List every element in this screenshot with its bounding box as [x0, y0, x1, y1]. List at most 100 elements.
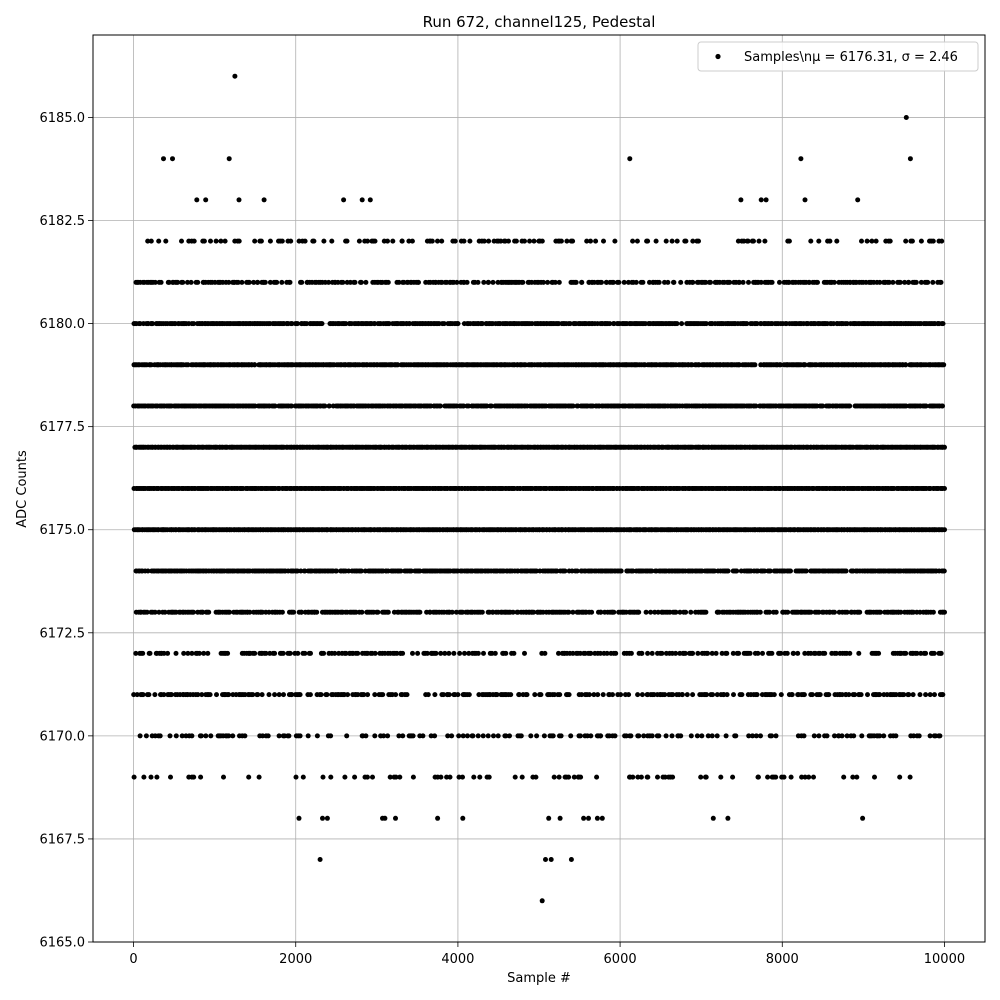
data-point [189, 733, 195, 739]
data-point [167, 733, 173, 739]
data-point [699, 733, 705, 739]
data-point [479, 609, 485, 615]
data-point [709, 733, 715, 739]
data-point [352, 279, 358, 285]
data-point [557, 692, 563, 698]
data-point [152, 279, 158, 285]
data-point [372, 650, 378, 656]
data-point [134, 692, 140, 698]
data-point [464, 279, 470, 285]
data-point [180, 279, 186, 285]
data-point [795, 650, 801, 656]
data-point [588, 238, 593, 244]
data-point [755, 774, 761, 780]
data-point [199, 692, 205, 698]
data-point [864, 238, 870, 244]
data-point [289, 692, 295, 698]
data-point [662, 692, 668, 698]
data-point [816, 609, 822, 615]
data-point [564, 238, 570, 244]
data-point [579, 279, 585, 285]
data-point [226, 733, 232, 739]
data-point [566, 774, 572, 780]
data-point [314, 609, 320, 615]
data-point [552, 279, 558, 285]
data-point [740, 279, 746, 285]
data-point [281, 692, 286, 698]
data-point [640, 279, 646, 285]
data-point [636, 733, 642, 739]
data-point [272, 650, 278, 656]
data-point [673, 650, 679, 656]
data-point [398, 568, 404, 574]
data-point [645, 650, 651, 656]
data-point [152, 692, 158, 698]
data-point [158, 279, 164, 285]
data-point [704, 692, 710, 698]
data-point [727, 279, 733, 285]
data-point [326, 403, 332, 409]
data-point [148, 774, 154, 780]
data-point [626, 692, 632, 698]
data-point [809, 692, 815, 698]
data-point [236, 238, 242, 244]
data-point [762, 568, 768, 574]
data-point [736, 279, 742, 285]
data-point [365, 692, 371, 698]
data-point [558, 238, 564, 244]
data-point [492, 650, 498, 656]
data-point [510, 609, 516, 615]
data-point [893, 733, 899, 739]
data-point [324, 692, 330, 698]
data-point [409, 238, 415, 244]
data-point [140, 692, 146, 698]
data-point [481, 238, 487, 244]
data-point [817, 692, 823, 698]
data-point [512, 774, 518, 780]
data-point [703, 774, 709, 780]
data-point [734, 568, 740, 574]
data-point [518, 733, 524, 739]
data-point [185, 650, 191, 656]
data-point [520, 279, 526, 285]
data-point [803, 568, 809, 574]
data-point [425, 692, 431, 698]
data-point [387, 774, 393, 780]
data-point [144, 609, 150, 615]
data-point [586, 692, 592, 698]
data-point [695, 650, 701, 656]
data-point [289, 403, 294, 409]
data-point [767, 568, 773, 574]
data-point [334, 568, 339, 574]
data-point [491, 733, 496, 739]
data-point [789, 692, 795, 698]
data-point [542, 650, 548, 656]
data-point [319, 321, 325, 327]
data-point [438, 650, 444, 656]
data-point [451, 650, 457, 656]
data-point [250, 692, 256, 698]
data-point [769, 650, 775, 656]
data-point [393, 774, 399, 780]
data-point [280, 650, 286, 656]
data-point [276, 733, 282, 739]
data-point [524, 692, 530, 698]
data-point [365, 238, 370, 244]
data-point [574, 568, 580, 574]
data-point [486, 774, 492, 780]
data-point [723, 733, 729, 739]
data-point [598, 733, 604, 739]
data-point [648, 609, 654, 615]
data-point [621, 279, 627, 285]
data-point [328, 733, 334, 739]
data-point [665, 279, 671, 285]
data-point [801, 733, 807, 739]
data-point [442, 650, 448, 656]
data-point [516, 692, 522, 698]
data-point [824, 733, 830, 739]
data-point [461, 403, 466, 409]
data-point [577, 733, 583, 739]
data-point [682, 650, 688, 656]
data-point [618, 568, 624, 574]
